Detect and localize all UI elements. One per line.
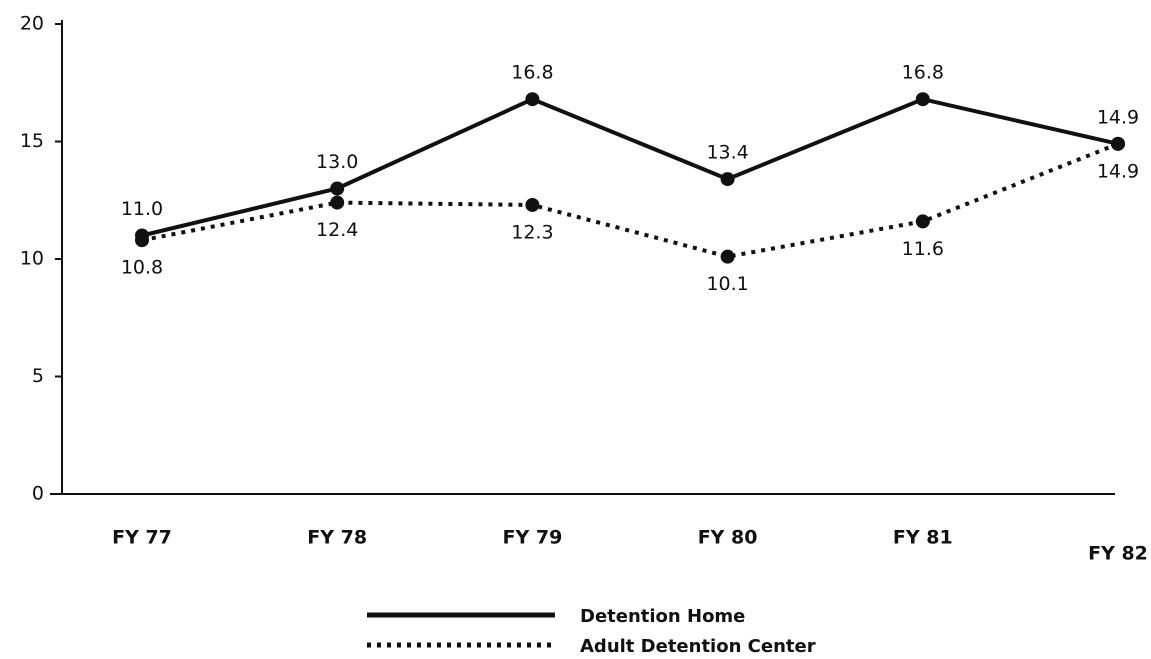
data-point [720,172,735,187]
y-tick-label: 10 [20,248,44,270]
data-label: 11.6 [902,238,944,260]
data-point [915,214,930,229]
data-label: 16.8 [902,62,944,84]
y-tick-label: 15 [20,130,44,152]
data-point [915,92,930,107]
data-label: 10.1 [706,273,748,295]
data-point [330,181,345,196]
series-line [141,97,1119,238]
data-point [135,233,149,248]
legend-label: Detention Home [580,606,745,627]
x-tick-label: FY 82 [1088,543,1148,565]
data-point [330,195,345,210]
y-tick-label: 0 [32,483,44,505]
x-tick-label: FY 79 [503,527,563,549]
x-tick-label: FY 80 [698,527,758,549]
x-tick-label: FY 81 [893,527,953,549]
data-label: 12.4 [316,219,358,241]
data-label: 12.3 [511,221,553,243]
data-label: 13.0 [316,151,358,173]
x-tick-label: FY 78 [307,527,367,549]
data-point [525,92,540,107]
data-label: 14.9 [1097,106,1139,128]
y-tick-label: 20 [20,13,44,35]
data-label: 16.8 [511,62,553,84]
data-label: 13.4 [706,142,748,164]
legend-label: Adult Detention Center [580,636,816,657]
x-tick-label: FY 77 [112,527,172,549]
data-label: 11.0 [121,198,163,220]
data-point [525,197,540,212]
data-label: 14.9 [1097,160,1139,182]
data-point [720,249,735,264]
data-point [1111,136,1125,151]
data-label: 10.8 [121,257,163,279]
y-tick-label: 5 [32,365,44,387]
